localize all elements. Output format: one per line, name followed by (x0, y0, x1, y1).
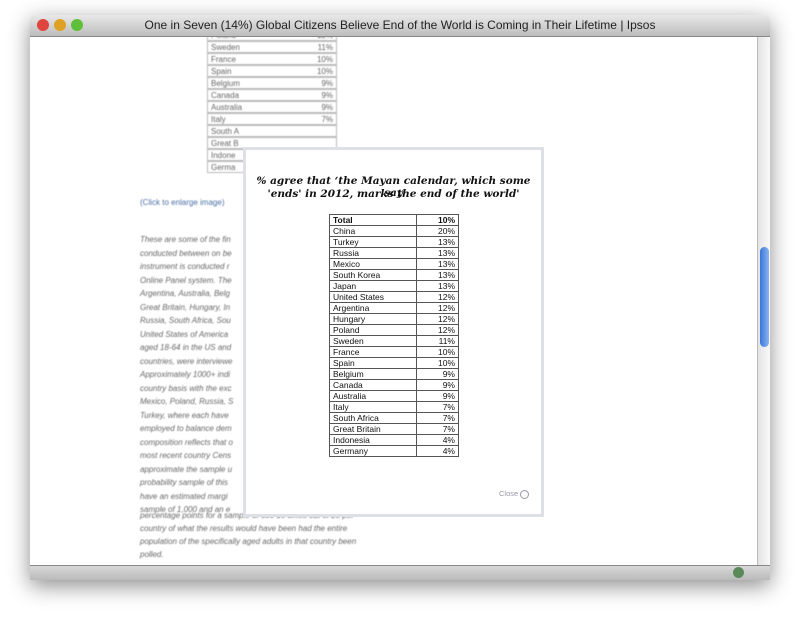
paragraph-line: sample of 1,000 and an e (140, 505, 231, 514)
background-value: 9% (321, 79, 333, 88)
paragraph-line: polled. (140, 550, 164, 559)
close-label: Close (499, 489, 519, 498)
background-country: Sweden (211, 43, 240, 52)
background-country: Germa (211, 163, 236, 172)
background-row: Australia 9% (207, 101, 337, 113)
paragraph-line: United States of America (140, 329, 229, 339)
background-value: 7% (321, 115, 333, 124)
page-content: Poland12%Sweden11%France10%Spain10%Belgi… (30, 37, 757, 565)
paragraph-line: conducted between on be (140, 248, 232, 258)
value-cell: 4% (416, 445, 459, 457)
lightbox: % agree that ‘the Mayan calendar, which … (243, 147, 544, 517)
background-row: Spain 10% (207, 65, 337, 77)
paragraph-line: aged 18-64 in the US and (140, 343, 232, 352)
paragraph-line: Great Britain, Hungary, In (140, 302, 231, 312)
background-row: Italy 7% (207, 113, 337, 125)
background-country: Belgium (211, 79, 240, 88)
paragraph-line: most recent country Cens (140, 451, 232, 460)
background-country: Australia (211, 103, 243, 112)
paragraph-line: Mexico, Poland, Russia, S (140, 397, 234, 406)
title-bar: One in Seven (14%) Global Citizens Belie… (30, 15, 770, 37)
paragraph-line: employed to balance dem (140, 424, 232, 433)
background-country: Indone (211, 151, 236, 160)
country-cell: Germany (329, 445, 417, 457)
background-row: Sweden 11% (207, 41, 337, 53)
paragraph-line: population of the specifically aged adul… (140, 537, 357, 546)
paragraph-line: These are some of the fin (140, 235, 231, 244)
background-country: Great B (211, 139, 239, 148)
background-value: 11% (317, 43, 333, 52)
paragraph-line: countries, were interviewe (140, 356, 233, 366)
paragraph-line: country basis with the exc (140, 383, 232, 393)
paragraph-line: Argentina, Australia, Belg (140, 289, 230, 298)
paragraph-line: instrument is conducted r (140, 262, 230, 271)
close-icon[interactable] (520, 489, 530, 499)
background-value: 10% (316, 55, 333, 64)
status-icon (733, 567, 744, 578)
background-country: Canada (211, 91, 240, 100)
enlarge-link[interactable]: (Click to enlarge image) (140, 198, 225, 207)
background-country: South A (211, 127, 240, 136)
paragraph-line: approximate the sample u (140, 464, 233, 474)
paragraph-line: country of what the results would have b… (140, 524, 348, 533)
background-value: 12% (317, 37, 333, 40)
background-country: Italy (211, 115, 226, 124)
close-button[interactable]: Close (499, 489, 530, 499)
background-row: Canada 9% (207, 89, 337, 101)
close-window-button[interactable] (37, 19, 49, 31)
background-country: Spain (211, 67, 232, 76)
browser-window: One in Seven (14%) Global Citizens Belie… (30, 15, 770, 580)
zoom-button[interactable] (71, 19, 83, 31)
paragraph-line: Online Panel system. The (140, 275, 232, 285)
paragraph-line: Turkey, where each have (140, 410, 229, 420)
background-value: 10% (316, 67, 333, 76)
minimize-button[interactable] (54, 19, 66, 31)
background-row: Poland 12% (207, 37, 337, 41)
table-row: Germany 4% (329, 445, 459, 457)
window-title: One in Seven (14%) Global Citizens Belie… (144, 18, 656, 32)
popup-title-line: 'ends' in 2012, marks the end of the wor… (267, 188, 520, 200)
background-row: South A (207, 125, 337, 137)
background-country: France (211, 55, 236, 64)
scrollbar[interactable] (757, 37, 770, 565)
background-row: Belgium 9% (207, 77, 337, 89)
paragraph-line: have an estimated margi (140, 491, 228, 501)
popup-title-line: % agree that ‘the Mayan calendar, which … (256, 175, 531, 199)
paragraph-line: Russia, South Africa, Sou (140, 316, 231, 325)
background-row: France 10% (207, 53, 337, 65)
background-country: Poland (211, 37, 236, 40)
scroll-thumb[interactable] (760, 247, 769, 347)
status-bar (30, 565, 770, 580)
paragraph-line: probability sample of this (140, 478, 229, 487)
paragraph-line: composition reflects that o (140, 437, 233, 447)
paragraph-line: Approximately 1000+ indi (140, 370, 231, 379)
background-value: 9% (321, 103, 333, 112)
background-value: 9% (321, 91, 333, 100)
